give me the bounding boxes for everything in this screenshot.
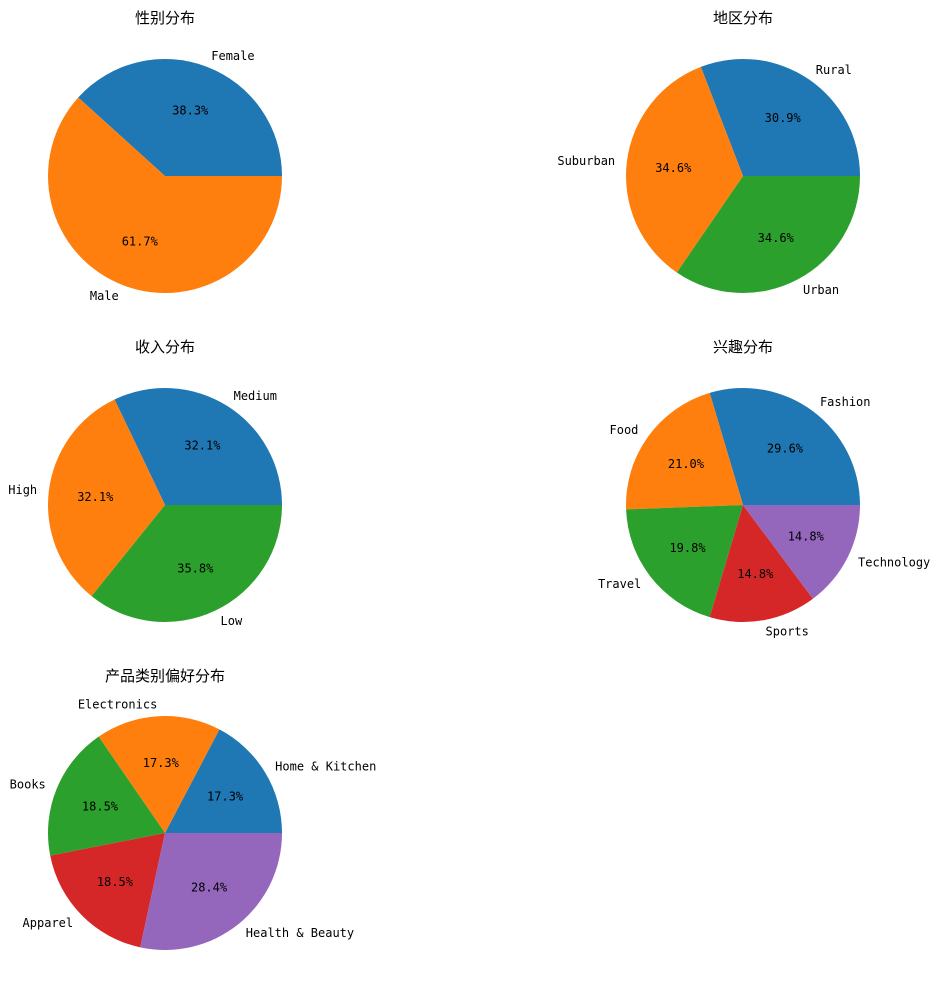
pie-chart-3: 收入分布 Medium 32.1% High 32.1% Low 35.8% — [8, 338, 283, 628]
chart-title: 兴趣分布 — [713, 338, 773, 356]
percent-label-electronics: 17.3% — [143, 756, 180, 770]
slice-label-travel: Travel — [598, 577, 641, 591]
pie-slice-low — [91, 505, 282, 623]
percent-label-sports: 14.8% — [737, 567, 774, 581]
slice-label-female: Female — [211, 49, 254, 63]
percent-label-medium: 32.1% — [184, 439, 221, 453]
pie-slice-books — [47, 736, 166, 856]
percent-label-high: 32.1% — [77, 490, 114, 504]
pie-slice-rural — [700, 59, 860, 176]
slice-label-low: Low — [221, 614, 243, 628]
pie-slice-health-beauty — [140, 833, 282, 950]
slice-label-books: Books — [10, 778, 46, 792]
pie-slice-medium — [114, 387, 283, 505]
percent-label-female: 38.3% — [172, 103, 209, 117]
percent-label-low: 35.8% — [177, 561, 214, 575]
pie-slice-female — [78, 59, 282, 176]
pie-slice-electronics — [98, 716, 220, 833]
slice-label-electronics: Electronics — [78, 698, 157, 712]
slice-label-rural: Rural — [816, 63, 852, 77]
pie-slice-technology — [743, 505, 860, 599]
slice-label-suburban: Suburban — [557, 154, 615, 168]
slice-label-high: High — [8, 483, 37, 497]
percent-label-apparel: 18.5% — [97, 875, 134, 889]
slice-label-urban: Urban — [803, 283, 839, 297]
percent-label-food: 21.0% — [668, 457, 705, 471]
percent-label-technology: 14.8% — [788, 529, 825, 543]
pie-slice-suburban — [626, 66, 743, 273]
pie-chart-4: 兴趣分布 Fashion 29.6% Food 21.0% Travel 19.8% Spor… — [598, 338, 930, 639]
percent-label-health-beauty: 28.4% — [191, 881, 228, 895]
slice-label-fashion: Fashion — [820, 395, 871, 409]
percent-label-books: 18.5% — [82, 800, 119, 814]
percent-label-fashion: 29.6% — [767, 442, 804, 456]
chart-title: 地区分布 — [713, 9, 773, 27]
chart-title: 收入分布 — [135, 338, 195, 356]
pie-chart-5: 产品类别偏好分布 Home & Kitchen 17.3% Electronics 17… — [10, 667, 376, 950]
pie-slice-high — [47, 399, 166, 597]
pie-slice-food — [625, 392, 743, 510]
chart-title: 产品类别偏好分布 — [105, 667, 225, 685]
pie-slice-home-kitchen — [165, 729, 282, 833]
pie-slice-apparel — [50, 833, 165, 948]
slice-label-health-beauty: Health & Beauty — [246, 926, 354, 940]
pie-slice-travel — [626, 505, 743, 618]
slice-label-sports: Sports — [766, 625, 809, 639]
pie-slice-urban — [676, 176, 860, 294]
percent-label-home-kitchen: 17.3% — [207, 790, 244, 804]
percent-label-travel: 19.8% — [669, 541, 706, 555]
slice-label-technology: Technology — [858, 556, 930, 570]
percent-label-suburban: 34.6% — [655, 161, 692, 175]
chart-title: 性别分布 — [135, 9, 195, 27]
percent-label-urban: 34.6% — [758, 231, 795, 245]
pie-slice-fashion — [709, 387, 860, 505]
slice-label-food: Food — [610, 423, 639, 437]
pie-chart-1: 性别分布 Female 38.3% Male 61.7% — [48, 9, 282, 303]
percent-label-male: 61.7% — [122, 235, 159, 249]
slice-label-apparel: Apparel — [23, 916, 74, 930]
percent-label-rural: 30.9% — [765, 111, 802, 125]
slice-label-home-kitchen: Home & Kitchen — [275, 759, 376, 773]
slice-label-male: Male — [90, 289, 119, 303]
pie-slice-male — [48, 97, 282, 294]
pie-slice-sports — [709, 505, 813, 623]
pie-chart-2: 地区分布 Rural 30.9% Suburban 34.6% Urban 34.6% — [557, 9, 860, 297]
slice-label-medium: Medium — [234, 389, 277, 403]
